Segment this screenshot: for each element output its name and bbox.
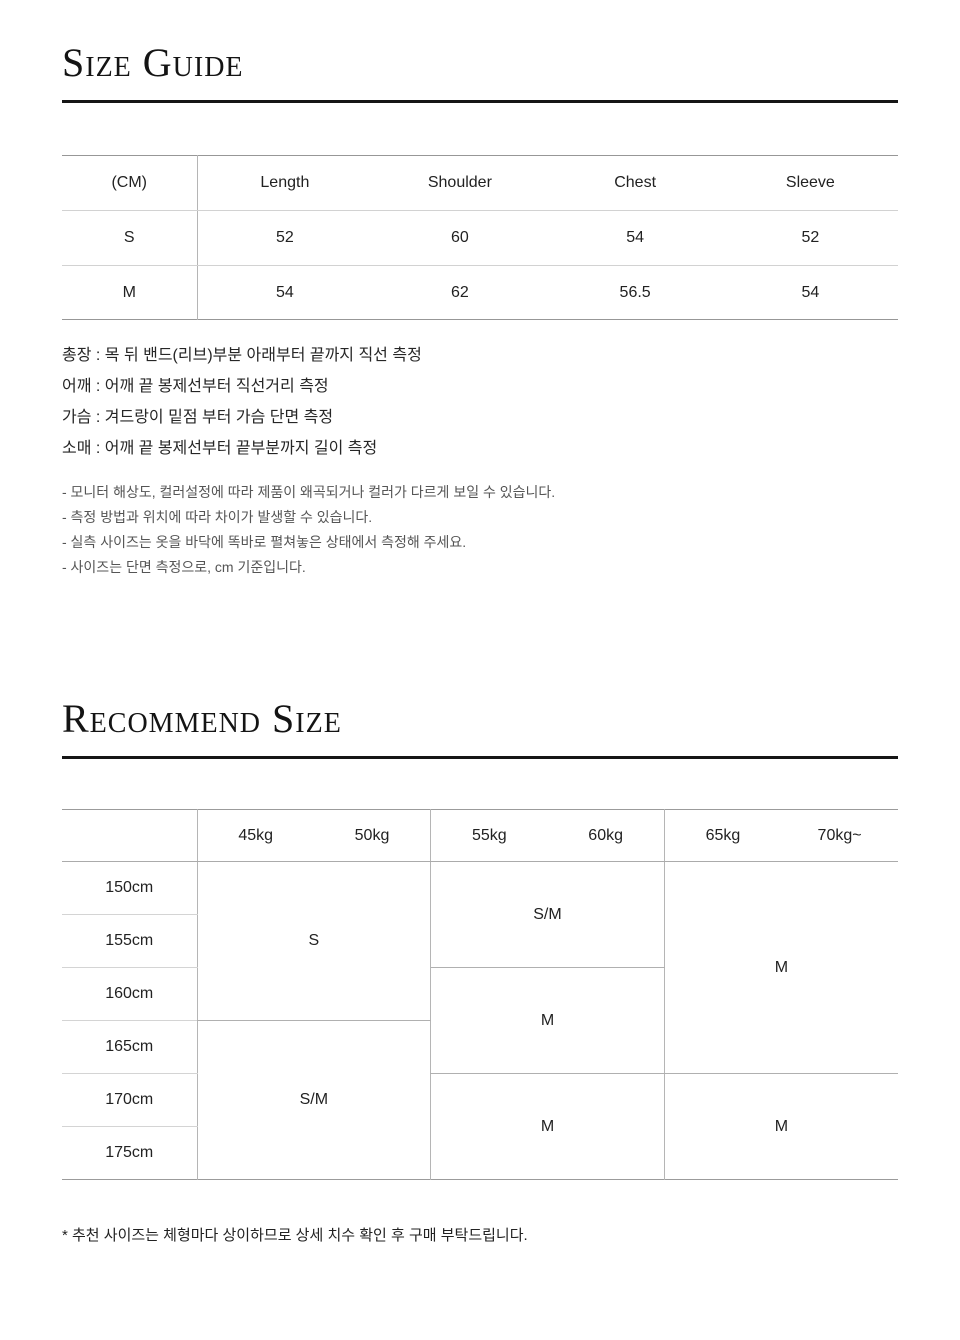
weight-header-70kg: 70kg~ [781, 809, 898, 862]
value-cell: 52 [197, 210, 373, 266]
note-line: - 실측 사이즈는 옷을 바닥에 똑바로 펼쳐놓은 상태에서 측정해 주세요. [62, 534, 467, 550]
recommend-header-row: 45kg 50kg 55kg 60kg 65kg 70kg~ [62, 809, 898, 862]
column-header-shoulder: Shoulder [372, 155, 548, 211]
note-line: - 모니터 해상도, 컬러설정에 따라 제품이 왜곡되거나 컬러가 다르게 보일… [62, 484, 556, 500]
size-row-m: M 54 62 56.5 54 [62, 265, 898, 320]
measurement-descriptions: 총장 : 목 뒤 밴드(리브)부분 아래부터 끝까지 직선 측정 어깨 : 어깨… [62, 340, 898, 464]
height-row-150cm: 150cm S S/M M [62, 861, 898, 1074]
column-header-length: Length [197, 155, 373, 211]
caution-notes: - 모니터 해상도, 컬러설정에 따라 제품이 왜곡되거나 컬러가 다르게 보일… [62, 480, 898, 580]
weight-header-60kg: 60kg [547, 809, 665, 862]
height-label-cell: 175cm [62, 1126, 198, 1180]
height-row-170cm: 170cm M M [62, 1073, 898, 1180]
value-cell: 62 [450, 283, 469, 301]
recommend-cell-sm: S/M [430, 861, 665, 968]
recommend-cell-m: M [664, 861, 898, 1074]
height-row-175cm: 175cm [62, 1126, 898, 1180]
height-label-cell: 150cm [62, 861, 198, 915]
column-header-sleeve: Sleeve [722, 155, 898, 211]
value-cell: 52 [722, 210, 898, 266]
unit-header-cell: (CM) [62, 155, 198, 211]
value-cell: 60 [372, 210, 548, 266]
weight-header-55kg: 55kg [430, 809, 548, 862]
height-row-155cm: 155cm [62, 914, 898, 968]
value-cell: 54 [801, 283, 820, 301]
recommend-cell-m: M [430, 1073, 665, 1180]
recommend-cell-s: S [197, 861, 432, 1021]
column-header-chest: Chest [547, 155, 723, 211]
value-cell: 54 [547, 210, 723, 266]
recommend-footnote: * 추천 사이즈는 체형마다 상이하므로 상세 치수 확인 후 구매 부탁드립니… [62, 1227, 528, 1244]
size-guide-divider [62, 100, 898, 103]
weight-header-45kg: 45kg [197, 809, 314, 862]
recommend-cell-m: M [430, 967, 665, 1074]
height-row-165cm: 165cm S/M [62, 1020, 898, 1180]
recommend-size-title: Recommend Size [62, 696, 342, 741]
size-row-s: S 52 60 54 52 [62, 210, 898, 266]
recommend-cell-m: M [774, 1117, 789, 1135]
recommend-size-table: 45kg 50kg 55kg 60kg 65kg 70kg~ 150cm S S… [62, 809, 898, 1180]
measurement-line-length: 총장 : 목 뒤 밴드(리브)부분 아래부터 끝까지 직선 측정 [62, 347, 422, 364]
height-label-cell: 160cm [62, 967, 198, 1021]
size-guide-title: Size Guide [62, 40, 244, 85]
value-cell: 54 [275, 283, 294, 301]
height-weight-corner-cell [62, 809, 198, 862]
measurement-line-sleeve: 소매 : 어깨 끝 봉제선부터 끝부분까지 길이 측정 [62, 440, 378, 457]
height-label-cell: 170cm [62, 1073, 198, 1127]
note-line: - 사이즈는 단면 측정으로, cm 기준입니다. [62, 559, 306, 575]
height-label-cell: 165cm [62, 1020, 198, 1074]
note-line: - 측정 방법과 위치에 따라 차이가 발생할 수 있습니다. [62, 509, 373, 525]
recommend-size-divider [62, 756, 898, 759]
value-cell: 56.5 [619, 283, 651, 301]
size-measurements-table: (CM) Length Shoulder Chest Sleeve S 52 6… [62, 155, 898, 320]
height-label-cell: 155cm [62, 914, 198, 968]
recommend-cell-sm: S/M [197, 1020, 432, 1180]
weight-header-50kg: 50kg [313, 809, 432, 862]
weight-header-65kg: 65kg [664, 809, 782, 862]
height-row-160cm: 160cm M [62, 967, 898, 1074]
size-label-cell: S [62, 210, 198, 266]
measurement-line-chest: 가슴 : 겨드랑이 밑점 부터 가슴 단면 측정 [62, 409, 334, 426]
size-label-cell: M [62, 265, 198, 320]
measurement-line-shoulder: 어깨 : 어깨 끝 봉제선부터 직선거리 측정 [62, 378, 329, 395]
size-table-header-row: (CM) Length Shoulder Chest Sleeve [62, 155, 898, 211]
